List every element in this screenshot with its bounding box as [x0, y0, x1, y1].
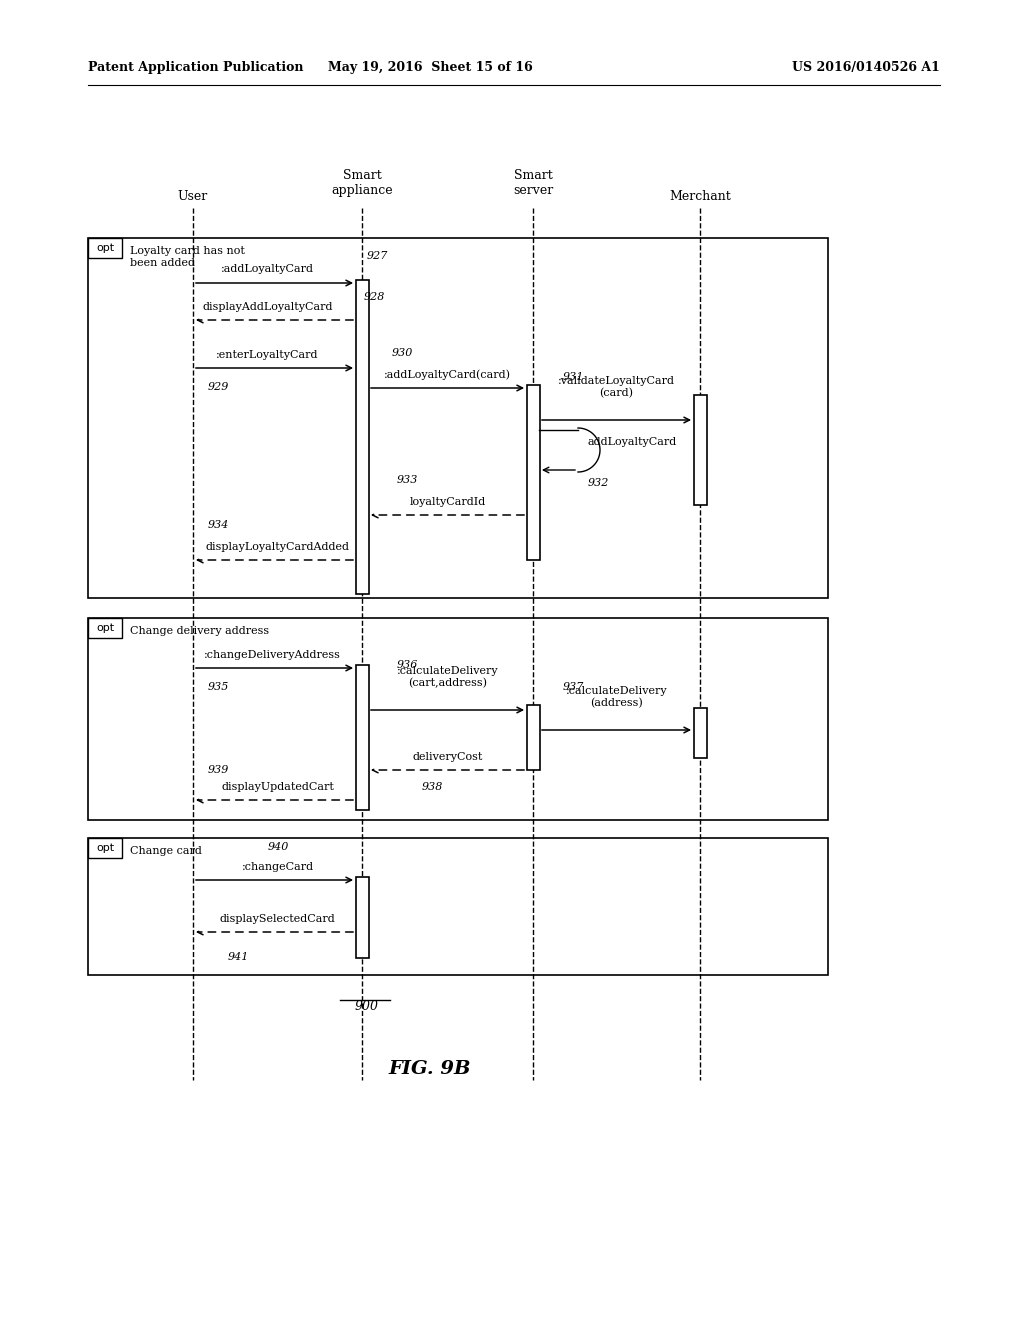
Text: 936: 936 [397, 660, 419, 671]
Text: 941: 941 [228, 952, 250, 962]
Bar [88, 238, 828, 598]
Bar [355, 665, 369, 810]
Text: 927: 927 [367, 251, 388, 261]
Text: User: User [178, 190, 208, 202]
Text: Change delivery address: Change delivery address [130, 626, 269, 636]
Text: 931: 931 [563, 372, 585, 381]
Text: :changeDeliveryAddress: :changeDeliveryAddress [204, 649, 341, 660]
Text: :calculateDelivery
(cart,address): :calculateDelivery (cart,address) [396, 667, 499, 688]
Bar [88, 238, 122, 257]
Text: :calculateDelivery
(address): :calculateDelivery (address) [565, 686, 668, 708]
Text: loyaltyCardId: loyaltyCardId [410, 498, 485, 507]
Text: 939: 939 [208, 766, 229, 775]
Text: US 2016/0140526 A1: US 2016/0140526 A1 [793, 62, 940, 74]
Text: 940: 940 [268, 842, 290, 851]
Bar [88, 618, 828, 820]
Text: displaySelectedCard: displaySelectedCard [219, 913, 336, 924]
Text: Merchant: Merchant [669, 190, 731, 202]
Bar [88, 838, 122, 858]
Text: Loyalty card has not
been added: Loyalty card has not been added [130, 246, 245, 268]
Text: opt: opt [96, 243, 114, 253]
Text: 928: 928 [364, 292, 385, 302]
Bar [355, 280, 369, 594]
Text: 930: 930 [392, 348, 414, 358]
Text: :changeCard: :changeCard [242, 862, 313, 873]
Text: 932: 932 [588, 478, 609, 488]
Bar [693, 708, 707, 758]
Text: opt: opt [96, 623, 114, 634]
Text: opt: opt [96, 843, 114, 853]
Text: 938: 938 [422, 781, 443, 792]
Text: Change card: Change card [130, 846, 202, 855]
Text: 935: 935 [208, 682, 229, 692]
Text: displayAddLoyaltyCard: displayAddLoyaltyCard [203, 302, 333, 312]
Bar [355, 876, 369, 958]
Text: :addLoyaltyCard: :addLoyaltyCard [221, 264, 314, 275]
Text: 900: 900 [355, 1001, 379, 1012]
Text: Smart
server: Smart server [513, 169, 553, 197]
Text: May 19, 2016  Sheet 15 of 16: May 19, 2016 Sheet 15 of 16 [328, 62, 532, 74]
Bar [526, 385, 540, 560]
Text: 933: 933 [397, 475, 419, 484]
Text: :enterLoyaltyCard: :enterLoyaltyCard [216, 350, 318, 360]
Text: Patent Application Publication: Patent Application Publication [88, 62, 303, 74]
Bar [88, 838, 828, 975]
Text: Smart
appliance: Smart appliance [331, 169, 393, 197]
Text: addLoyaltyCard: addLoyaltyCard [588, 437, 677, 447]
Text: deliveryCost: deliveryCost [413, 752, 482, 762]
Text: FIG. 9B: FIG. 9B [389, 1060, 471, 1078]
Bar [88, 618, 122, 638]
Text: :validateLoyaltyCard
(card): :validateLoyaltyCard (card) [558, 376, 675, 399]
Text: displayUpdatedCart: displayUpdatedCart [221, 781, 334, 792]
Text: 934: 934 [208, 520, 229, 531]
Text: :addLoyaltyCard(card): :addLoyaltyCard(card) [384, 370, 511, 380]
Bar [693, 395, 707, 506]
Text: 937: 937 [563, 682, 585, 692]
Bar [526, 705, 540, 770]
Text: 929: 929 [208, 381, 229, 392]
Text: displayLoyaltyCardAdded: displayLoyaltyCardAdded [206, 543, 349, 552]
